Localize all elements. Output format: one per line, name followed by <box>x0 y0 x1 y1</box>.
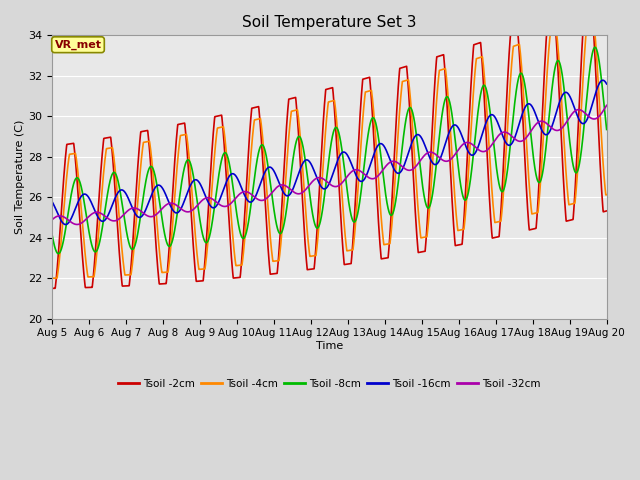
Tsoil -8cm <box>111 170 119 176</box>
Line: Tsoil -8cm: Tsoil -8cm <box>52 47 607 254</box>
Tsoil -8cm <box>144 168 152 174</box>
Tsoil -2cm <box>285 98 292 104</box>
Tsoil -16cm <box>62 222 70 228</box>
Tsoil -4cm <box>603 192 611 198</box>
Tsoil -16cm <box>111 195 119 201</box>
Y-axis label: Soil Temperature (C): Soil Temperature (C) <box>15 120 25 234</box>
Tsoil -2cm <box>603 208 611 214</box>
Tsoil -4cm <box>48 276 56 281</box>
Tsoil -32cm <box>285 185 292 191</box>
Tsoil -8cm <box>592 46 600 51</box>
Line: Tsoil -4cm: Tsoil -4cm <box>52 18 607 278</box>
Tsoil -16cm <box>48 198 56 204</box>
Tsoil -8cm <box>54 251 62 257</box>
Tsoil -16cm <box>261 169 269 175</box>
Tsoil -32cm <box>592 116 600 121</box>
Line: Tsoil -2cm: Tsoil -2cm <box>52 2 607 288</box>
Text: VR_met: VR_met <box>54 39 102 50</box>
Line: Tsoil -32cm: Tsoil -32cm <box>52 106 607 225</box>
Tsoil -8cm <box>261 146 269 152</box>
Tsoil -2cm <box>111 186 119 192</box>
Tsoil -8cm <box>591 44 599 50</box>
Tsoil -4cm <box>592 43 600 49</box>
Tsoil -2cm <box>144 130 152 136</box>
Tsoil -32cm <box>111 218 119 224</box>
Line: Tsoil -16cm: Tsoil -16cm <box>52 80 607 225</box>
Tsoil -32cm <box>48 217 56 223</box>
Tsoil -32cm <box>603 103 611 108</box>
Tsoil -16cm <box>285 192 292 198</box>
Tsoil -16cm <box>532 113 540 119</box>
Tsoil -32cm <box>261 197 269 203</box>
Tsoil -4cm <box>589 15 597 21</box>
Tsoil -8cm <box>48 230 56 236</box>
Tsoil -16cm <box>144 201 152 206</box>
Tsoil -4cm <box>260 157 268 163</box>
Tsoil -4cm <box>144 139 152 144</box>
Tsoil -2cm <box>48 286 56 291</box>
Tsoil -8cm <box>603 127 611 132</box>
Tsoil -2cm <box>260 188 268 194</box>
Legend: Tsoil -2cm, Tsoil -4cm, Tsoil -8cm, Tsoil -16cm, Tsoil -32cm: Tsoil -2cm, Tsoil -4cm, Tsoil -8cm, Tsoi… <box>114 374 545 393</box>
X-axis label: Time: Time <box>316 341 343 351</box>
Tsoil -32cm <box>144 213 152 219</box>
Tsoil -4cm <box>111 166 119 171</box>
Tsoil -2cm <box>532 226 540 231</box>
Tsoil -8cm <box>532 172 540 178</box>
Title: Soil Temperature Set 3: Soil Temperature Set 3 <box>242 15 417 30</box>
Tsoil -2cm <box>592 72 600 78</box>
Tsoil -2cm <box>588 0 595 5</box>
Tsoil -4cm <box>285 136 292 142</box>
Tsoil -32cm <box>532 121 540 127</box>
Tsoil -16cm <box>592 89 600 95</box>
Tsoil -4cm <box>532 210 540 216</box>
Tsoil -8cm <box>285 190 292 195</box>
Tsoil -32cm <box>73 222 81 228</box>
Tsoil -16cm <box>599 77 607 83</box>
Tsoil -16cm <box>603 81 611 87</box>
